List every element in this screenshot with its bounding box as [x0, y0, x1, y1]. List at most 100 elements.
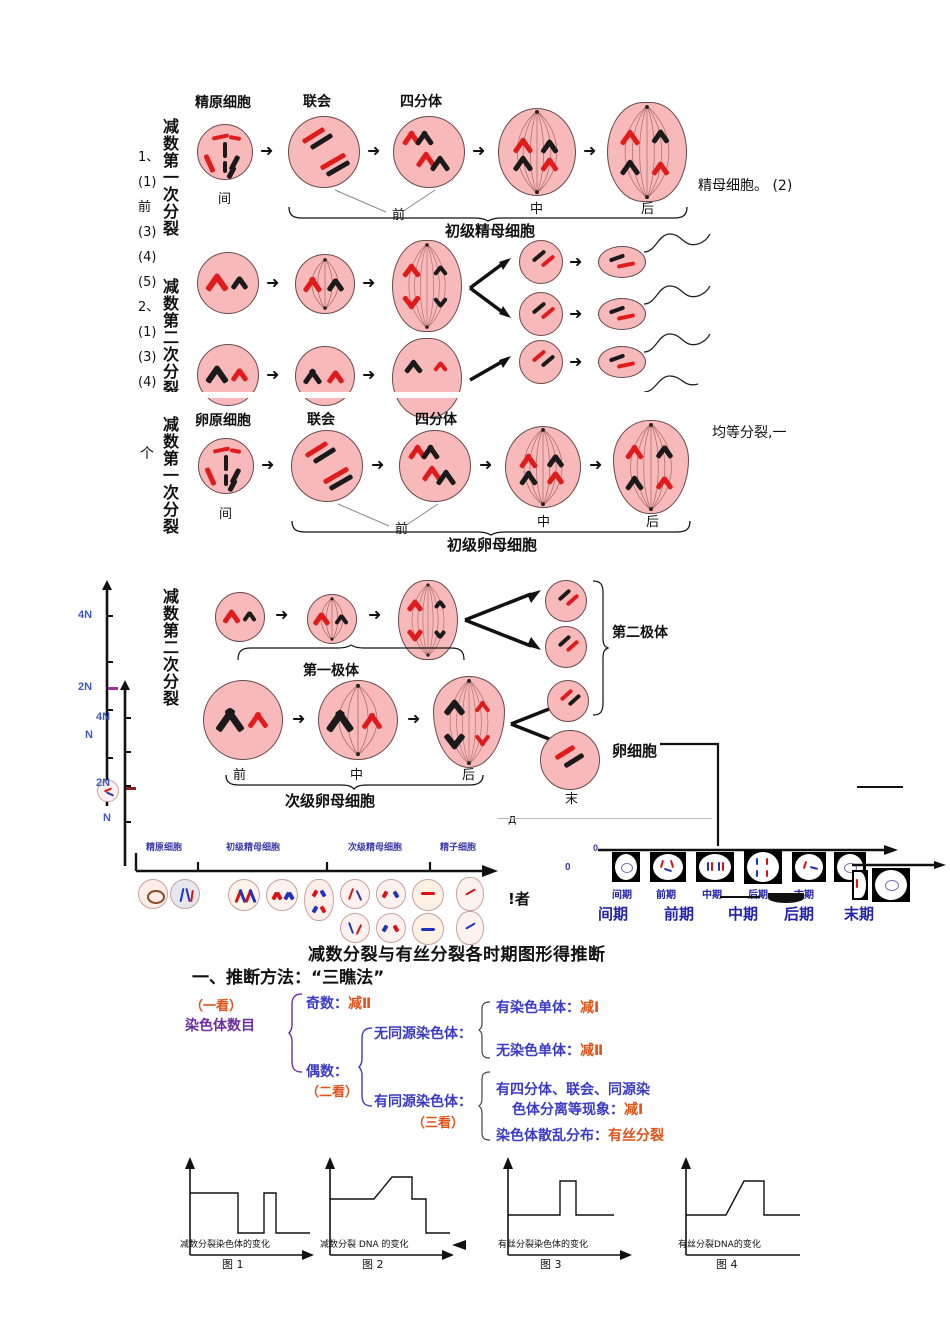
left-axis-marker	[108, 687, 118, 690]
sperm-cell-anaphase-ii-b	[392, 338, 462, 418]
sperm-with-tail-a2	[598, 298, 646, 330]
right-axis-tick-n: N	[103, 812, 111, 824]
filmstrip-label-anaphase: 后期	[748, 886, 768, 901]
look-two-label: （二看）	[306, 1085, 359, 1100]
filmstrip-frame-final	[834, 852, 866, 882]
first-polar-body-anaphase	[398, 580, 458, 660]
sperm-cell-anaphase-ii-a	[392, 240, 462, 332]
oogenesis-meiosis-i-label: 减数第一次分裂	[160, 416, 179, 535]
left-axis-tick-n: N	[85, 729, 93, 741]
stage-title-spermatogonium: 精原细胞	[195, 95, 251, 111]
no-chromatid-text: 无染色单体：	[496, 1043, 580, 1059]
flowchart-brace-4	[478, 1071, 491, 1141]
right-vertical-axis	[118, 680, 132, 870]
overlap-mask	[155, 392, 715, 398]
primary-spermatocyte-label: 初级精母细胞	[445, 222, 536, 240]
filmstrip-label-telophase: 末期	[794, 890, 814, 901]
tetrad-line-2-text: 色体分离等现象：	[512, 1102, 624, 1118]
secondary-oocyte-label: 次级卵母细胞	[285, 792, 376, 810]
spindle-fibers-icon-8	[399, 581, 457, 659]
mitosis-phase-labels-bottom: 间期 前期 中期 后期 末期	[598, 903, 950, 929]
left-note-9: (4)	[138, 375, 157, 390]
page-subtitle: 一、推断方法：“三瞧法”	[192, 968, 385, 988]
spindle-fibers-icon	[499, 109, 575, 195]
ovum-cell	[540, 730, 600, 790]
sperm-tail-icon-b2	[643, 375, 699, 393]
secondary-oocyte-prophase	[203, 680, 283, 760]
sperm-cell-synapsis	[288, 116, 360, 188]
graph-1-caption: 减数分裂染色体的变化	[180, 1240, 271, 1250]
graph-4-number: 图 4	[716, 1258, 738, 1271]
flowchart-clip-mask	[182, 1143, 950, 1153]
graph-2-caption: 减数分裂 DNA 的变化	[320, 1240, 409, 1250]
prophase-pointer-lines	[334, 189, 436, 213]
top-right-rule	[857, 786, 903, 788]
filmstrip-frame-telophase	[792, 852, 826, 882]
secondary-oocyte-metaphase	[318, 680, 398, 760]
sperm-cell-spermatid-a1	[519, 240, 563, 284]
look-one-sublabel: 染色体数目	[185, 1018, 255, 1034]
timeline-thumb-3	[228, 879, 260, 911]
split-arrows-icon-1	[468, 258, 511, 318]
sperm-tail-icon-b1	[643, 333, 711, 353]
timeline-thumb-13	[456, 911, 484, 945]
graph-3-number: 图 3	[540, 1258, 562, 1271]
odd-branch-result: 减Ⅱ	[348, 996, 372, 1012]
sperm-with-tail-a1	[598, 246, 646, 278]
sperm-meiosis-ii-label: 减数第二次分裂	[160, 278, 179, 397]
right-axis-marker	[126, 787, 136, 790]
egg-cell-synapsis	[291, 430, 363, 502]
graph-2-number: 图 2	[362, 1258, 384, 1271]
left-note-2: 前	[138, 200, 152, 215]
flowchart-brace-2	[358, 1027, 373, 1107]
spindle-fibers-icon-4	[393, 241, 461, 331]
phase-mark-interphase-2: 间	[219, 507, 233, 522]
sperm-tail-icon-a1	[643, 233, 711, 253]
arrow-icon-3: ➜	[472, 143, 486, 160]
first-polar-body-prophase	[215, 592, 265, 642]
graph-1	[176, 1155, 316, 1265]
phase-mark-prophase-3: 前	[233, 768, 247, 783]
filmstrip-frame-prophase	[650, 852, 686, 882]
split-arrows-icon-3	[464, 590, 541, 650]
right-axis-tick-2n: 2N	[96, 777, 111, 789]
egg-cell-metaphase-i	[505, 426, 581, 508]
second-polar-body-label: 第二极体	[612, 625, 668, 641]
spindle-fibers-icon-10	[434, 677, 504, 767]
tetrad-result: 减Ⅰ	[624, 1102, 644, 1118]
left-margin-notes: 1、 (1) 前 (3) (4) (5) 2、 (1) (3) (4)	[138, 145, 172, 395]
graph-1-number: 图 1	[222, 1258, 244, 1271]
graph-4	[672, 1155, 812, 1265]
right-axis-tick-4n: 4N	[96, 711, 111, 723]
arrow-icon-18: ➜	[292, 711, 306, 728]
flowchart-brace-1	[288, 993, 303, 1073]
timeline-thumb-11	[412, 913, 444, 945]
first-polar-body-metaphase	[307, 594, 357, 644]
arrow-icon-11: ➜	[569, 354, 583, 371]
phase-mark-prophase-2: 前	[395, 522, 409, 537]
prophase-pointer-lines-2	[337, 503, 439, 527]
arrow-icon-6: ➜	[362, 275, 376, 292]
filmstrip-label-metaphase: 中期	[702, 890, 722, 901]
left-note-6: 2、	[138, 300, 160, 315]
timeline-label-spermatid: 精子细胞	[440, 843, 477, 853]
stage-title-tetrad-2: 四分体	[415, 412, 457, 428]
left-axis-tick-4n: 4N	[78, 609, 93, 621]
arrow-icon-12: ➜	[261, 457, 275, 474]
stage-title-tetrad: 四分体	[400, 94, 442, 110]
has-chromatid-line: 有染色单体：减Ⅰ	[496, 997, 599, 1017]
stray-glyph: д	[508, 812, 517, 826]
timeline-thumb-5	[304, 879, 334, 921]
has-chromatid-text: 有染色单体：	[496, 1000, 580, 1016]
phase-mark-prophase-1: 前	[392, 208, 406, 223]
stage-title-synapsis: 联会	[303, 94, 331, 110]
has-chromatid-result: 减Ⅰ	[580, 1000, 600, 1016]
graph-2	[316, 1155, 456, 1265]
arrow-icon-16: ➜	[275, 607, 289, 624]
stage-title-synapsis-2: 联会	[307, 412, 335, 428]
left-vertical-axis	[100, 580, 114, 810]
tetrad-line-1: 有四分体、联会、同源染	[496, 1082, 650, 1098]
timeline-thumb-7	[340, 913, 370, 943]
arrow-icon-13: ➜	[371, 457, 385, 474]
sperm-meiosis-i-label: 减数第一次分裂	[160, 118, 179, 237]
